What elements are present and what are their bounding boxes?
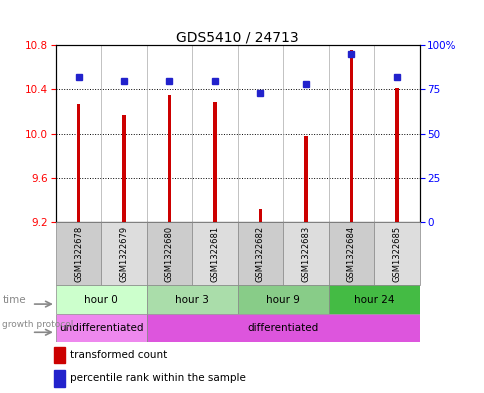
Bar: [394, 88, 398, 222]
FancyBboxPatch shape: [146, 222, 192, 285]
Text: GSM1322683: GSM1322683: [301, 225, 310, 282]
Text: GSM1322678: GSM1322678: [74, 225, 83, 282]
FancyBboxPatch shape: [237, 285, 328, 314]
Text: percentile rank within the sample: percentile rank within the sample: [70, 373, 246, 383]
Bar: [76, 104, 80, 222]
FancyBboxPatch shape: [328, 285, 419, 314]
Bar: [122, 115, 125, 222]
Text: undifferentiated: undifferentiated: [59, 323, 143, 333]
FancyBboxPatch shape: [56, 222, 101, 285]
FancyBboxPatch shape: [56, 285, 146, 314]
FancyBboxPatch shape: [56, 314, 146, 342]
FancyBboxPatch shape: [373, 222, 419, 285]
Bar: [53, 370, 65, 387]
Text: hour 3: hour 3: [175, 295, 209, 305]
Text: growth protocol: growth protocol: [2, 320, 74, 329]
FancyBboxPatch shape: [101, 222, 146, 285]
Bar: [258, 209, 262, 222]
Text: hour 24: hour 24: [353, 295, 393, 305]
Text: time: time: [2, 295, 26, 305]
Text: GSM1322681: GSM1322681: [210, 226, 219, 281]
Text: transformed count: transformed count: [70, 350, 167, 360]
Bar: [167, 95, 171, 222]
FancyBboxPatch shape: [146, 285, 237, 314]
FancyBboxPatch shape: [283, 222, 328, 285]
FancyBboxPatch shape: [328, 222, 373, 285]
Bar: [303, 136, 307, 222]
Text: GSM1322679: GSM1322679: [119, 226, 128, 281]
Text: hour 9: hour 9: [266, 295, 300, 305]
Bar: [349, 50, 352, 222]
Text: GSM1322685: GSM1322685: [392, 226, 400, 281]
Bar: [53, 347, 65, 363]
FancyBboxPatch shape: [237, 222, 283, 285]
Text: GSM1322682: GSM1322682: [256, 226, 264, 281]
Text: differentiated: differentiated: [247, 323, 318, 333]
Title: GDS5410 / 24713: GDS5410 / 24713: [176, 30, 298, 44]
Text: GSM1322684: GSM1322684: [346, 226, 355, 281]
FancyBboxPatch shape: [146, 314, 419, 342]
Text: GSM1322680: GSM1322680: [165, 226, 174, 281]
FancyBboxPatch shape: [192, 222, 237, 285]
Bar: [212, 101, 216, 222]
Text: hour 0: hour 0: [84, 295, 118, 305]
